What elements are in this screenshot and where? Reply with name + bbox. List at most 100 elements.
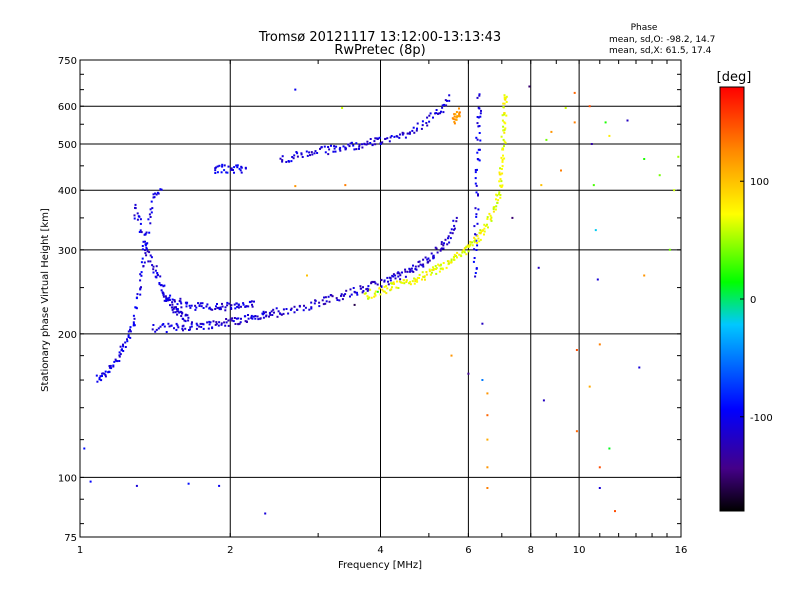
echo-point [575,430,578,433]
echo-point [296,152,299,155]
echo-point [303,304,305,307]
echo-point [194,308,197,311]
echo-point [479,232,482,235]
echo-point [154,192,157,195]
echo-point [289,308,292,311]
echo-point [167,299,170,302]
echo-point [378,136,381,139]
echo-point [176,310,179,313]
echo-point [451,117,454,120]
echo-point [453,115,456,118]
echo-point [468,244,471,247]
echo-point [172,307,175,310]
echo-point [227,324,230,327]
echo-point [498,193,500,196]
echo-point [435,247,438,250]
echo-point [285,308,288,310]
echo-point [139,279,142,282]
echo-point [234,323,237,325]
echo-point [168,325,171,328]
echo-point [503,121,506,124]
echo-point [502,147,504,150]
echo-point [447,235,450,238]
echo-point [455,216,458,219]
echo-point [486,392,489,395]
echo-point [498,191,501,194]
echo-point [414,268,417,270]
echo-point [479,139,482,142]
echo-point [453,113,456,116]
echo-point [448,262,450,265]
echo-point [103,372,106,375]
echo-point [141,257,144,260]
echo-point [540,184,543,187]
echo-point [109,364,112,367]
echo-point [409,268,412,271]
echo-point [367,285,370,288]
echo-point [425,271,428,273]
echo-point [453,122,456,125]
echo-point [380,285,383,288]
echo-point [469,243,472,246]
echo-point [126,340,129,343]
echo-point [435,109,438,111]
echo-point [503,140,506,143]
echo-point [476,244,479,247]
echo-point [335,297,338,300]
echo-point [366,295,369,298]
echo-point [374,282,377,285]
echo-point [187,482,190,485]
echo-point [104,375,107,378]
echo-point [490,219,493,222]
echo-point [444,99,447,102]
echo-point [195,322,198,325]
echo-point [440,241,443,244]
echo-point [478,93,481,96]
echo-point [353,148,356,151]
echo-point [187,319,190,322]
echo-point [180,302,183,305]
echo-point [115,359,118,362]
echo-point [228,302,231,305]
echo-point [350,293,353,296]
echo-point [421,278,423,281]
echo-point [175,328,178,331]
echo-point [290,160,293,163]
echo-point [262,313,265,316]
echo-point [318,301,321,304]
echo-point [408,267,411,270]
echo-point [545,138,548,141]
echo-point [118,351,121,354]
echo-point [365,288,368,291]
echo-point [471,241,474,244]
echo-point [374,137,377,140]
echo-point [403,282,406,285]
echo-point [416,122,419,125]
echo-point [163,325,166,328]
echo-point [450,228,453,231]
echo-point [465,246,467,249]
echo-point [385,292,388,295]
echo-point [330,294,333,297]
echo-point [503,102,506,105]
echo-point [475,267,478,270]
echo-point [216,165,219,168]
echo-point [201,322,204,325]
echo-point [511,216,514,219]
echo-point [445,266,448,269]
echo-point [163,299,166,302]
echo-point [387,280,389,283]
echo-point [355,142,358,145]
echo-point [230,308,233,310]
echo-point [162,323,165,325]
echo-point [341,298,344,301]
echo-point [450,258,453,261]
echo-point [475,213,478,216]
echo-point [458,115,461,118]
echo-point [152,268,155,271]
stats-line-x: mean, sd,X: 61.5, 17.4 [609,46,712,56]
echo-point [438,270,441,273]
echo-point [448,241,451,244]
echo-point [396,280,398,283]
echo-point [156,272,159,274]
